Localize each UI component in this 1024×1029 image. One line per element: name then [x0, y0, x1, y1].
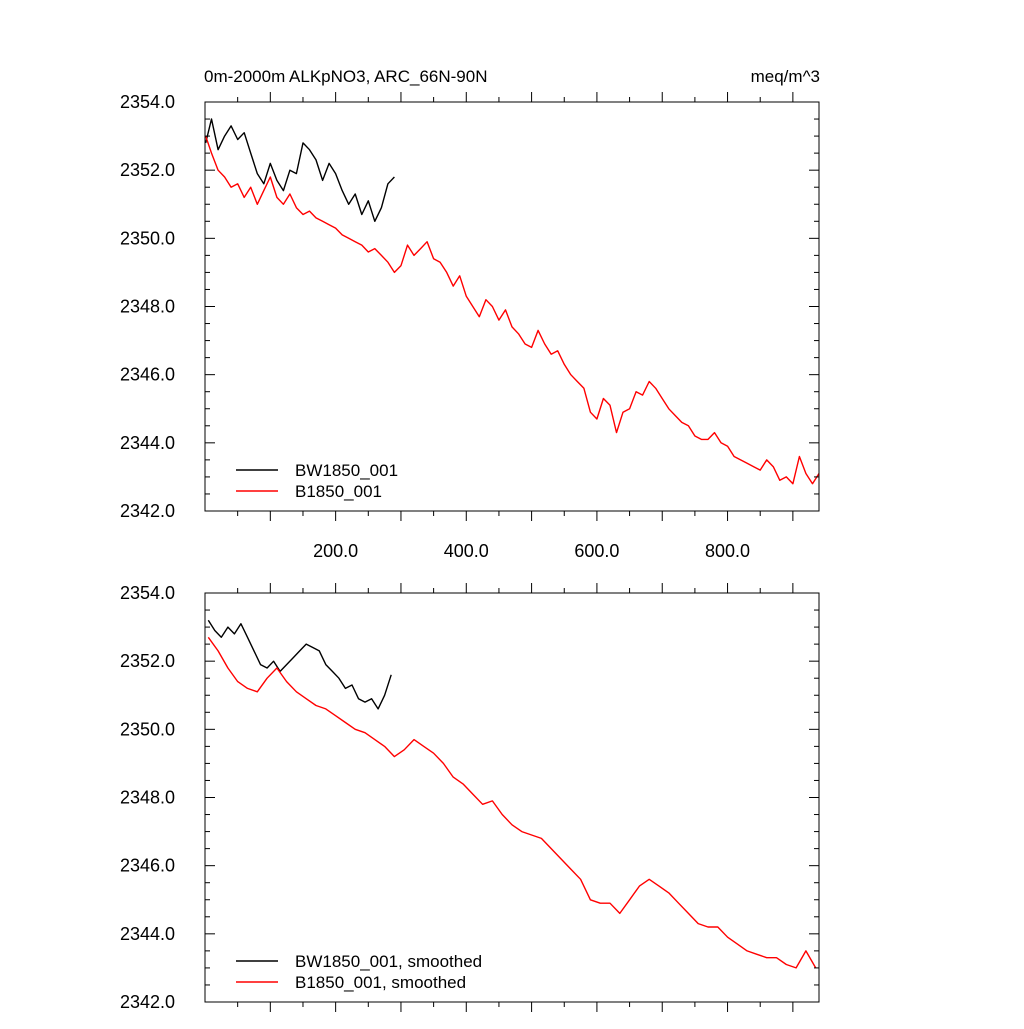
top-legend-label-0: BW1850_001 — [295, 461, 398, 480]
top-y-tick-label: 2354.0 — [120, 92, 175, 112]
bottom-y-tick-label: 2352.0 — [120, 651, 175, 671]
bottom-series-line-1 — [207, 636, 817, 969]
bottom-series-lines — [207, 619, 817, 969]
top-x-tick-label: 600.0 — [574, 541, 619, 561]
bottom-legend-label-1: B1850_001, smoothed — [295, 973, 466, 992]
top-panel: 2342.0 2344.0 2346.0 2348.0 2350.0 2352.0 2354… — [120, 92, 820, 561]
top-series-line-0 — [205, 118, 395, 223]
bottom-y-tick-label: 2348.0 — [120, 788, 175, 808]
top-series-lines — [205, 118, 820, 485]
top-y-tick-label: 2350.0 — [120, 228, 175, 248]
bottom-y-tick-label: 2344.0 — [120, 924, 175, 944]
top-y-tick-label: 2342.0 — [120, 501, 175, 521]
bottom-y-tick-label: 2354.0 — [120, 583, 175, 603]
top-y-tick-label: 2344.0 — [120, 433, 175, 453]
top-y-tick-label: 2352.0 — [120, 160, 175, 180]
top-x-tick-label: 200.0 — [313, 541, 358, 561]
bottom-ticks: 2342.0 2344.0 2346.0 2348.0 2350.0 2352.0 2354… — [120, 583, 819, 1012]
bottom-y-tick-label: 2346.0 — [120, 856, 175, 876]
top-ticks: 2342.0 2344.0 2346.0 2348.0 2350.0 2352.0 2354… — [120, 92, 819, 561]
bottom-panel: 2342.0 2344.0 2346.0 2348.0 2350.0 2352.0 2354… — [120, 583, 820, 1012]
bottom-y-tick-label: 2342.0 — [120, 992, 175, 1012]
top-y-tick-label: 2348.0 — [120, 297, 175, 317]
top-legend-label-1: B1850_001 — [295, 482, 382, 501]
bottom-legend: BW1850_001, smoothed B1850_001, smoothed — [236, 952, 482, 992]
top-legend: BW1850_001 B1850_001 — [236, 461, 398, 501]
top-x-tick-label: 800.0 — [705, 541, 750, 561]
chart-title: 0m-2000m ALKpNO3, ARC_66N-90N — [204, 67, 487, 86]
top-y-tick-label: 2346.0 — [120, 365, 175, 385]
units-label: meq/m^3 — [751, 67, 820, 86]
bottom-y-tick-label: 2350.0 — [120, 719, 175, 739]
bottom-legend-label-0: BW1850_001, smoothed — [295, 952, 482, 971]
top-x-tick-label: 400.0 — [444, 541, 489, 561]
top-series-line-1 — [205, 135, 820, 485]
bottom-series-line-0 — [207, 619, 392, 710]
